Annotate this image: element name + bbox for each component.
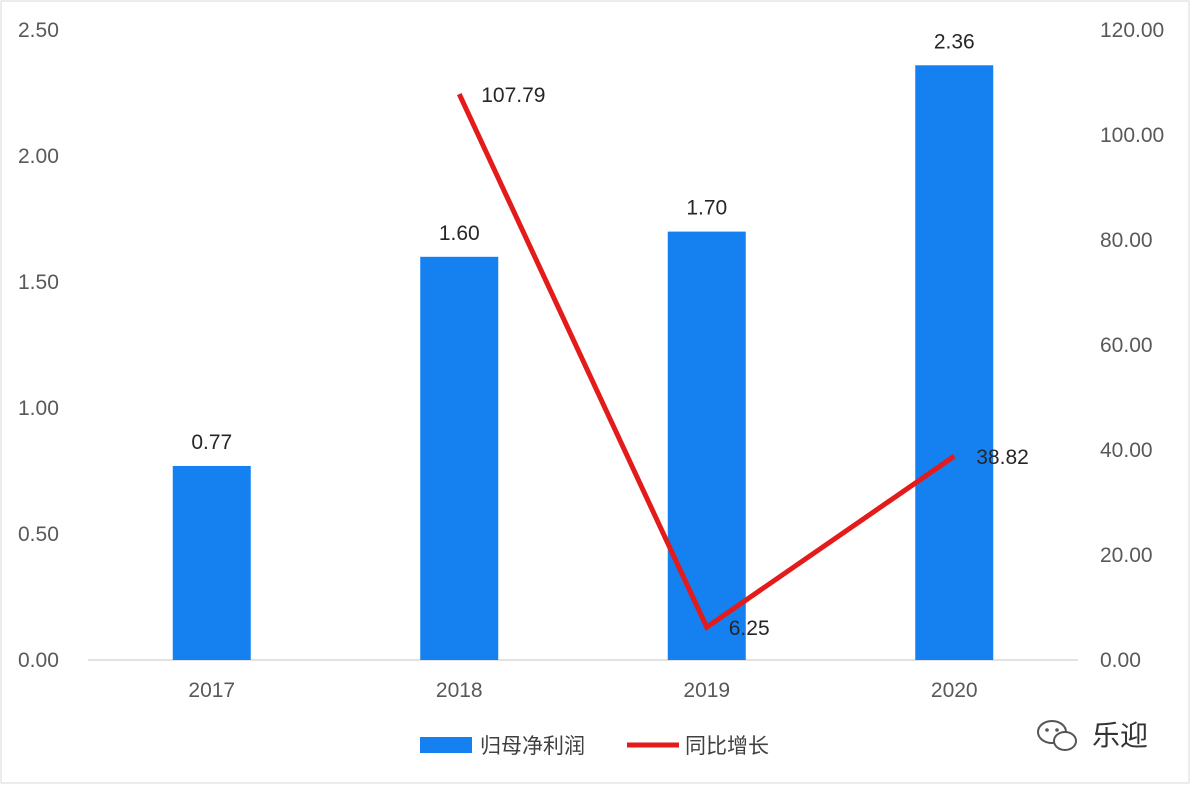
y-left-tick-label: 1.50: [18, 271, 59, 294]
bar-data-label: 1.60: [439, 222, 480, 245]
line-data-label: 6.25: [729, 617, 770, 640]
y-left-tick-label: 2.50: [18, 19, 59, 42]
y-right-tick-label: 100.00: [1100, 124, 1164, 147]
bar-data-label: 0.77: [191, 431, 232, 454]
y-left-tick-label: 1.00: [18, 397, 59, 420]
legend-label-line: 同比增长: [685, 735, 769, 758]
bar-data-label: 1.70: [686, 197, 727, 220]
x-tick-label: 2020: [931, 679, 978, 702]
x-tick-label: 2018: [436, 679, 483, 702]
y-right-tick-label: 0.00: [1100, 649, 1141, 672]
legend-label-bar: 归母净利润: [480, 735, 585, 758]
line-data-label: 107.79: [481, 84, 545, 107]
y-left-tick-label: 2.00: [18, 145, 59, 168]
y-right-tick-label: 80.00: [1100, 229, 1153, 252]
legend-swatch-bar: [420, 737, 472, 753]
bar-data-label: 2.36: [934, 30, 975, 53]
y-right-tick-label: 20.00: [1100, 544, 1153, 567]
bar: [173, 466, 251, 660]
x-tick-label: 2019: [683, 679, 730, 702]
y-left-tick-label: 0.00: [18, 649, 59, 672]
y-right-tick-label: 40.00: [1100, 439, 1153, 462]
bar: [668, 232, 746, 660]
watermark-text: 乐迎: [1092, 720, 1148, 751]
line-data-label: 38.82: [976, 446, 1029, 469]
bar: [420, 257, 498, 660]
y-left-tick-label: 0.50: [18, 523, 59, 546]
bar: [915, 65, 993, 660]
y-right-tick-label: 120.00: [1100, 19, 1164, 42]
y-right-tick-label: 60.00: [1100, 334, 1153, 357]
x-tick-label: 2017: [188, 679, 235, 702]
